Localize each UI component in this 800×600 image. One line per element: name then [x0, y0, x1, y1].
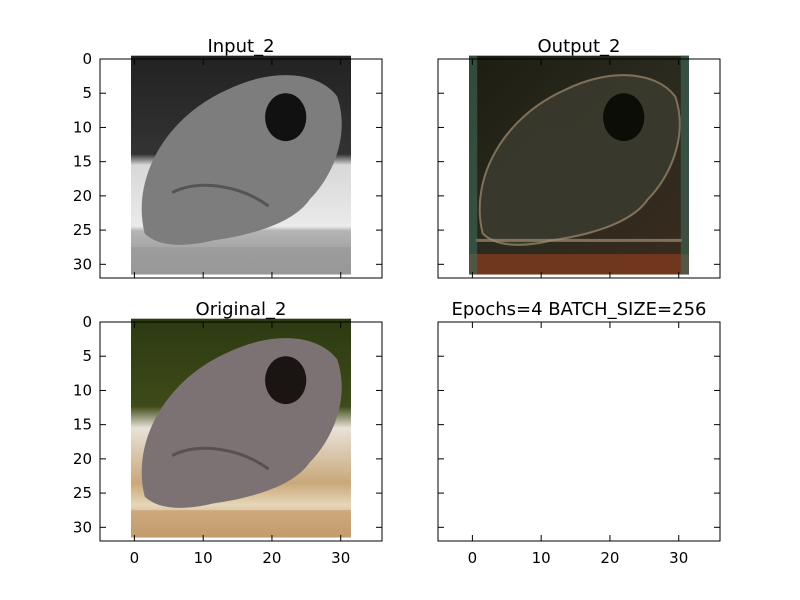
x-tick-label: 30: [669, 549, 688, 567]
x-tick-label: 0: [130, 549, 140, 567]
y-tick-label: 10: [73, 381, 92, 399]
x-tick-label: 30: [331, 549, 350, 567]
x-tick-label: 20: [600, 549, 619, 567]
subplot-title: Output_2: [538, 36, 621, 57]
y-tick-label: 0: [82, 50, 92, 68]
subplot-4: Epochs=4 BATCH_SIZE=256 0 10 20 30: [437, 299, 721, 567]
y-tick-label: 0: [82, 313, 92, 331]
subplot-title: Original_2: [196, 299, 287, 320]
y-tick-label: 15: [73, 153, 92, 171]
axes-frame: [99, 321, 383, 542]
y-tick-label: 5: [82, 347, 92, 365]
axes-frame: [99, 58, 383, 279]
y-tick-label: 25: [73, 221, 92, 239]
y-tick-label: 30: [73, 518, 92, 536]
subplot-title: Input_2: [207, 36, 274, 57]
x-tick-label: 0: [468, 549, 478, 567]
y-tick-label: 20: [73, 450, 92, 468]
x-tick-label: 10: [532, 549, 551, 567]
reconstructed-color-frog-image: [468, 55, 690, 275]
grayscale-frog-image: [130, 55, 352, 275]
subplot-2: Output_2: [437, 36, 721, 279]
y-tick-label: 20: [73, 187, 92, 205]
y-tick-label: 30: [73, 255, 92, 273]
subplot-3: Original_2 0 5 10 15 20 25 30 0 10 20 30: [73, 299, 383, 567]
color-frog-image: [130, 318, 352, 538]
axes-frame: [437, 58, 721, 279]
y-tick-label: 10: [73, 118, 92, 136]
subplot-1: Input_2 0 5 10 15 20 25 30: [73, 36, 383, 279]
x-tick-label: 20: [262, 549, 281, 567]
axes-frame: [437, 321, 721, 542]
y-tick-label: 15: [73, 416, 92, 434]
y-tick-label: 25: [73, 484, 92, 502]
x-tick-label: 10: [194, 549, 213, 567]
y-tick-label: 5: [82, 84, 92, 102]
subplot-title: Epochs=4 BATCH_SIZE=256: [452, 299, 707, 320]
